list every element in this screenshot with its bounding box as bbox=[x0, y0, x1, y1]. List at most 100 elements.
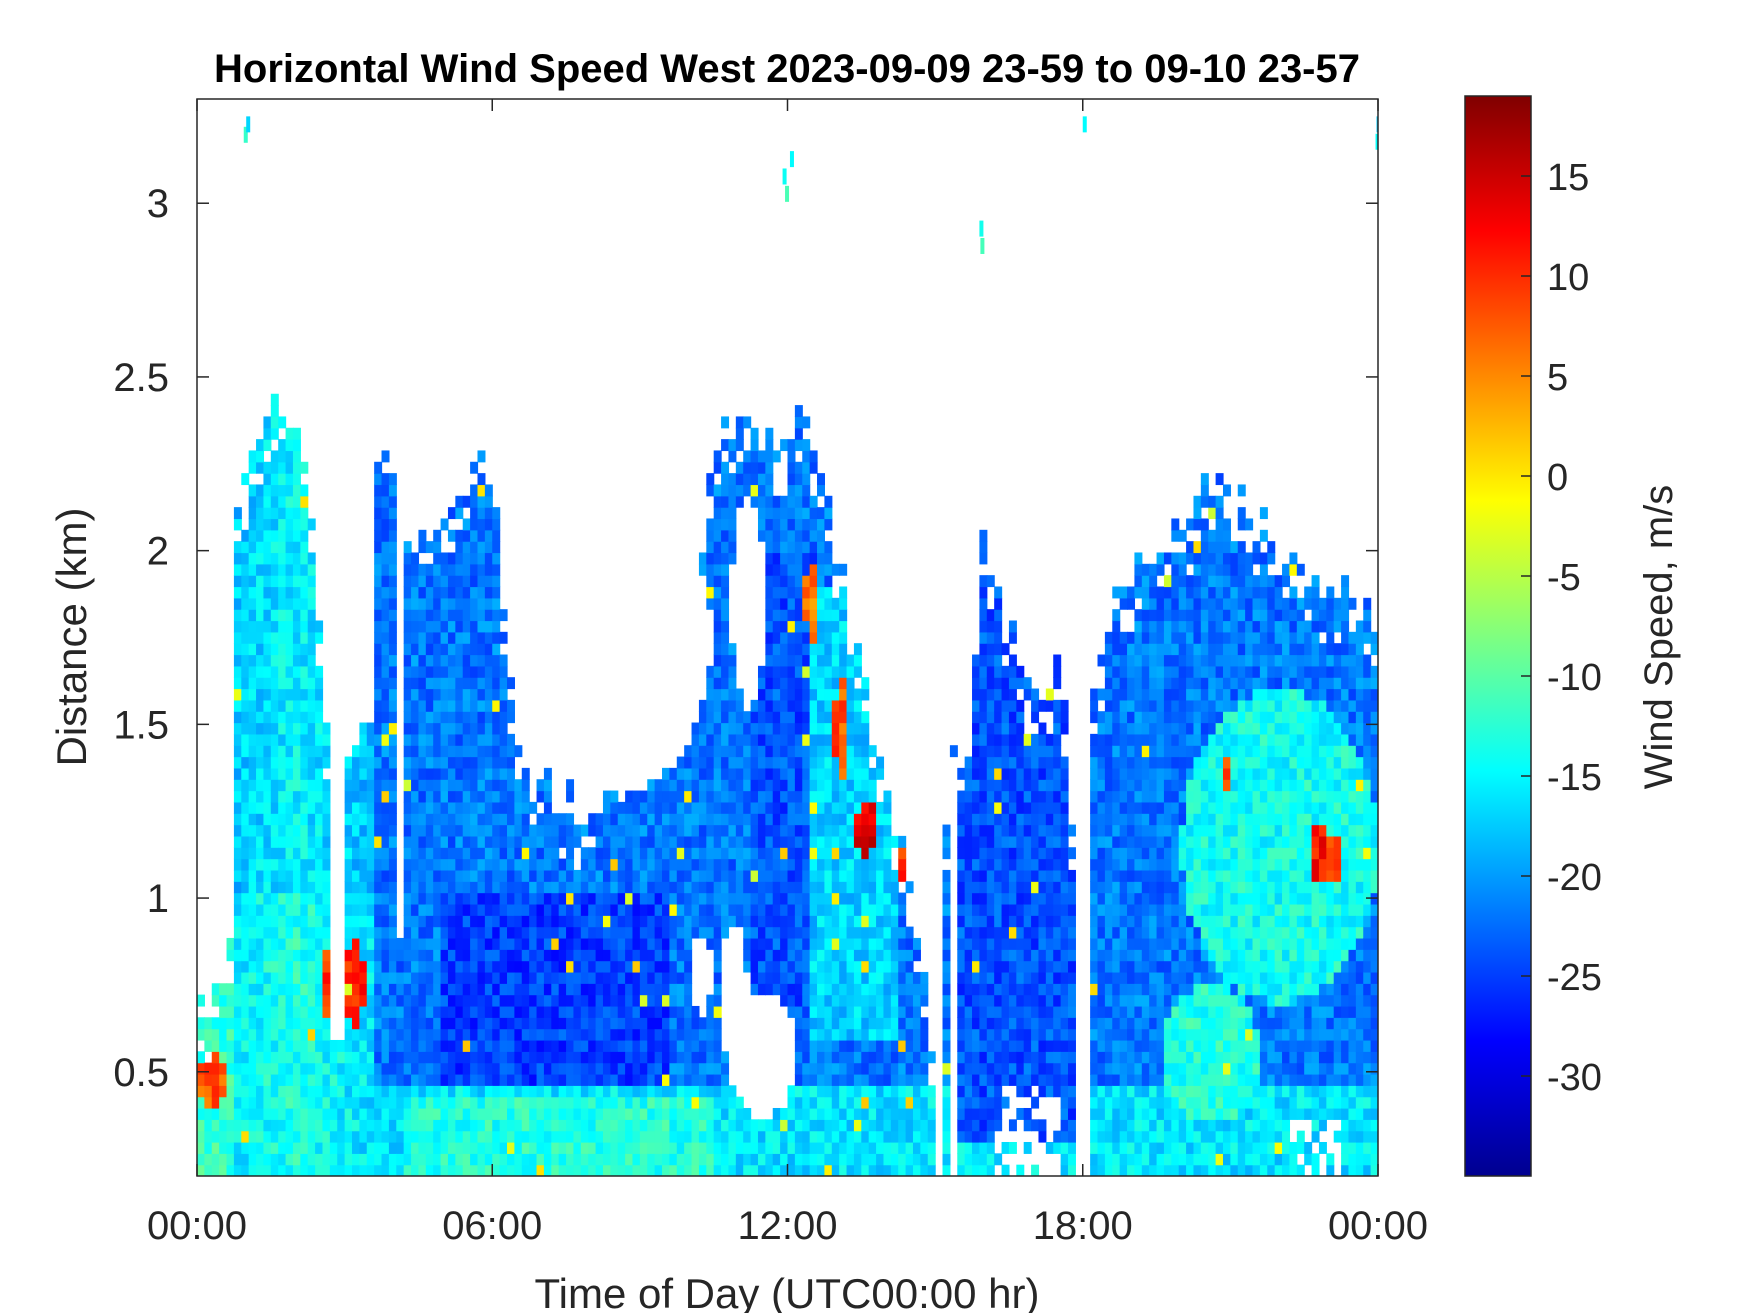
heatmap-cell bbox=[743, 1164, 752, 1176]
heatmap-cell bbox=[403, 1141, 412, 1154]
heatmap-cell bbox=[248, 1096, 257, 1109]
heatmap-cell bbox=[388, 1153, 397, 1166]
heatmap-cell bbox=[492, 643, 501, 656]
heatmap-cell bbox=[403, 1028, 412, 1041]
heatmap-cell bbox=[484, 745, 493, 758]
heatmap-cell bbox=[388, 665, 397, 678]
heatmap-cell bbox=[337, 1107, 346, 1120]
heatmap-cell bbox=[300, 824, 309, 837]
heatmap-cell bbox=[322, 824, 331, 837]
heatmap-cell bbox=[787, 1164, 796, 1176]
heatmap-cell bbox=[285, 790, 294, 803]
heatmap-cell bbox=[728, 824, 737, 837]
heatmap-cell bbox=[986, 881, 995, 894]
heatmap-cell bbox=[890, 926, 899, 939]
heatmap-cell bbox=[912, 1051, 921, 1064]
heatmap-cell bbox=[211, 1130, 220, 1143]
heatmap-cell bbox=[625, 1039, 634, 1052]
heatmap-cell bbox=[802, 586, 811, 599]
heatmap-cell bbox=[794, 586, 803, 599]
heatmap-cell bbox=[233, 563, 242, 576]
heatmap-cell bbox=[617, 813, 626, 826]
heatmap-cell bbox=[942, 847, 951, 860]
heatmap-cell bbox=[1053, 733, 1062, 746]
heatmap-cell bbox=[529, 801, 538, 814]
heatmap-cell bbox=[462, 869, 471, 882]
heatmap-cell bbox=[322, 1164, 331, 1176]
heatmap-cell bbox=[492, 858, 501, 871]
heatmap-cell bbox=[440, 722, 449, 735]
heatmap-cell bbox=[684, 779, 693, 792]
heatmap-cell bbox=[315, 733, 324, 746]
heatmap-cell bbox=[292, 1153, 301, 1166]
heatmap-cell bbox=[233, 1164, 242, 1176]
heatmap-cell bbox=[972, 801, 981, 814]
heatmap-cell bbox=[462, 654, 471, 667]
heatmap-cell bbox=[285, 1017, 294, 1030]
heatmap-cell bbox=[610, 813, 619, 826]
heatmap-cell bbox=[809, 1153, 818, 1166]
heatmap-cell bbox=[639, 949, 648, 962]
heatmap-cell bbox=[529, 892, 538, 905]
heatmap-cell bbox=[1008, 688, 1017, 701]
heatmap-cell bbox=[994, 745, 1003, 758]
heatmap-cell bbox=[477, 971, 486, 984]
heatmap-cell bbox=[905, 1164, 914, 1176]
heatmap-cell bbox=[632, 1096, 641, 1109]
heatmap-cell bbox=[979, 926, 988, 939]
heatmap-cell bbox=[883, 1028, 892, 1041]
heatmap-cell bbox=[794, 926, 803, 939]
heatmap-cell bbox=[1031, 1062, 1040, 1075]
heatmap-cell bbox=[602, 892, 611, 905]
heatmap-cell bbox=[359, 983, 368, 996]
heatmap-cell bbox=[868, 983, 877, 996]
heatmap-cell bbox=[521, 869, 530, 882]
heatmap-cell bbox=[1060, 847, 1069, 860]
heatmap-cell bbox=[794, 869, 803, 882]
heatmap-cell bbox=[1008, 824, 1017, 837]
heatmap-cell bbox=[831, 609, 840, 622]
heatmap-cell bbox=[433, 835, 442, 848]
heatmap-cell bbox=[418, 575, 427, 588]
heatmap-cell bbox=[706, 586, 715, 599]
heatmap-cell bbox=[780, 790, 789, 803]
heatmap-cell bbox=[403, 665, 412, 678]
heatmap-cell bbox=[366, 733, 375, 746]
heatmap-cell bbox=[551, 949, 560, 962]
heatmap-cell bbox=[381, 1039, 390, 1052]
heatmap-cell bbox=[566, 1119, 575, 1132]
heatmap-cell bbox=[366, 869, 375, 882]
heatmap-cell bbox=[440, 824, 449, 837]
heatmap-cell bbox=[1023, 1119, 1032, 1132]
heatmap-cell bbox=[248, 858, 257, 871]
heatmap-cell bbox=[787, 903, 796, 916]
heatmap-cell bbox=[684, 813, 693, 826]
heatmap-cell bbox=[868, 824, 877, 837]
heatmap-cell bbox=[425, 1153, 434, 1166]
heatmap-cell bbox=[447, 869, 456, 882]
heatmap-cell bbox=[846, 733, 855, 746]
heatmap-cell bbox=[270, 1164, 279, 1176]
heatmap-cell bbox=[580, 960, 589, 973]
heatmap-cell bbox=[639, 937, 648, 950]
heatmap-cell bbox=[580, 847, 589, 860]
heatmap-cell bbox=[676, 1096, 685, 1109]
heatmap-cell bbox=[440, 813, 449, 826]
heatmap-cell bbox=[853, 699, 862, 712]
heatmap-cell bbox=[248, 733, 257, 746]
heatmap-cell bbox=[625, 983, 634, 996]
heatmap-cell bbox=[248, 699, 257, 712]
heatmap-cell bbox=[470, 1085, 479, 1098]
heatmap-cell bbox=[757, 722, 766, 735]
heatmap-cell bbox=[551, 1005, 560, 1018]
heatmap-cell bbox=[890, 1051, 899, 1064]
heatmap-cell bbox=[972, 722, 981, 735]
heatmap-cell bbox=[285, 552, 294, 565]
heatmap-cell bbox=[1016, 745, 1025, 758]
heatmap-cell bbox=[765, 450, 774, 463]
heatmap-cell bbox=[359, 813, 368, 826]
heatmap-cell bbox=[307, 586, 316, 599]
heatmap-cell bbox=[595, 960, 604, 973]
heatmap-cell bbox=[1045, 858, 1054, 871]
heatmap-cell bbox=[972, 745, 981, 758]
